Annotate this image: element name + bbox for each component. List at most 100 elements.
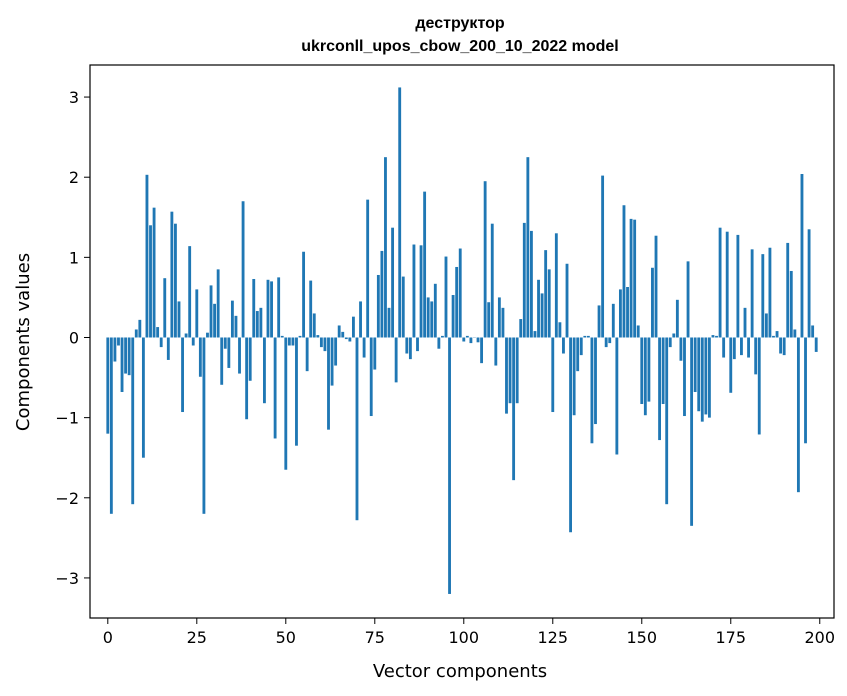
bar-123 [544,250,548,338]
bar-147 [629,218,633,338]
bar-132 [576,337,580,372]
bar-19 [174,223,177,338]
bar-39 [245,337,249,420]
bar-156 [661,337,665,405]
bar-170 [711,335,715,338]
bar-36 [234,315,238,338]
bar-198 [811,325,815,338]
bar-100 [462,337,466,342]
bar-24 [191,337,195,346]
bar-174 [725,231,729,338]
bar-137 [594,337,597,425]
bar-146 [626,287,629,338]
x-tick-label: 150 [626,628,657,647]
bar-172 [718,227,722,338]
bar-199 [814,337,818,352]
bar-168 [704,337,708,415]
bar-87 [416,337,419,352]
bar-119 [529,230,533,338]
bar-12 [149,225,152,338]
bar-106 [483,181,487,338]
y-axis-label: Components values [13,253,34,431]
bar-117 [522,222,526,338]
bar-164 [690,337,694,526]
bar-149 [636,325,640,338]
bar-57 [309,280,313,338]
bar-49 [280,335,284,338]
bar-50 [284,337,288,470]
bar-21 [181,337,184,413]
bar-88 [419,245,423,338]
bars-group [106,87,818,594]
bar-45 [266,279,270,338]
y-axis-ticks: −3 −2 −1 0 1 2 3 [55,88,90,588]
bar-67 [344,337,348,340]
y-tick-label: 1 [69,248,79,267]
bar-153 [651,267,654,338]
x-axis-ticks: 0 25 50 75 100 125 150 175 200 [103,618,835,647]
bar-53 [295,337,298,446]
bar-110 [497,297,501,338]
bar-62 [327,337,330,430]
bar-59 [316,335,320,338]
bar-65 [337,325,341,338]
bar-127 [558,322,562,338]
bar-63 [330,337,334,386]
bar-115 [515,337,519,404]
bar-145 [622,205,626,338]
bar-140 [604,337,608,348]
bar-118 [526,157,530,338]
x-tick-label: 50 [276,628,296,647]
bar-180 [747,337,750,358]
bar-38 [241,201,245,338]
x-axis-label: Vector components [373,661,547,682]
bar-46 [270,281,273,338]
bar-18 [170,211,174,338]
bar-184 [761,254,765,338]
bar-79 [387,307,391,338]
bar-128 [562,337,565,354]
bar-138 [597,305,601,338]
bar-8 [134,329,138,338]
bar-183 [757,337,761,435]
y-tick-label: −3 [55,569,79,588]
bar-155 [658,337,661,441]
bar-70 [355,337,359,521]
bar-111 [501,307,505,338]
bar-108 [490,223,494,338]
bar-42 [255,311,259,338]
bar-27 [202,337,206,514]
bar-194 [796,337,800,493]
bar-68 [348,337,352,342]
bar-182 [754,337,758,375]
bar-160 [675,299,679,338]
bar-22 [184,333,188,338]
bar-83 [401,276,405,338]
bar-64 [334,337,338,366]
bar-175 [729,337,733,393]
bar-26 [198,337,202,377]
bar-25 [195,289,199,338]
bar-141 [608,337,612,344]
plot-area-frame [89,64,835,619]
bar-98 [455,266,459,338]
bar-190 [782,337,786,356]
bar-32 [220,337,224,385]
bar-7 [131,337,135,505]
bar-15 [159,337,163,348]
bar-6 [127,337,131,376]
bar-0 [106,337,110,434]
bar-74 [369,337,373,417]
y-tick-label: −1 [55,409,79,428]
bar-176 [732,337,736,360]
bar-4 [120,337,124,392]
bar-60 [319,337,323,348]
bar-34 [227,337,231,368]
bar-171 [715,335,718,338]
bar-142 [611,303,615,338]
bar-95 [444,256,448,338]
bar-124 [547,269,551,338]
chart-title-line1: деструктор [415,15,504,32]
bar-113 [508,337,512,404]
bar-139 [601,175,605,338]
